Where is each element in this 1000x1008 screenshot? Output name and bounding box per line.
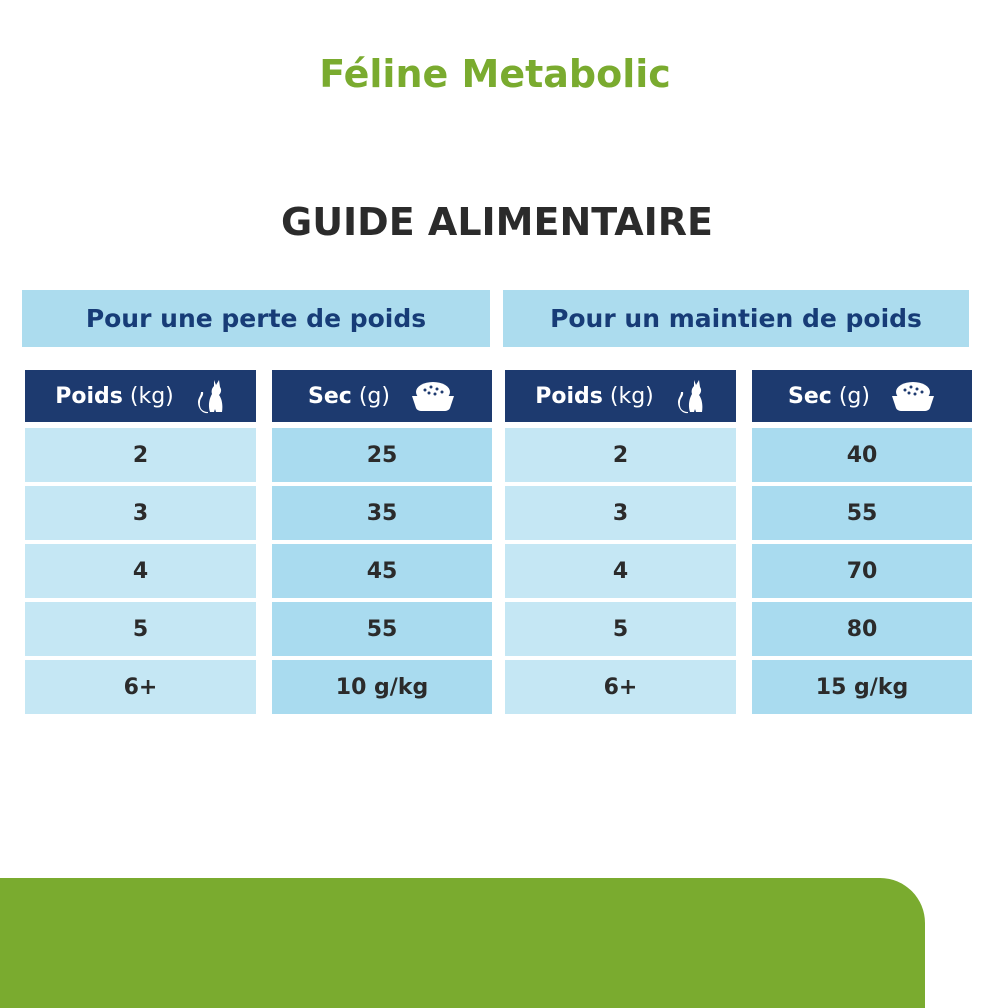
section-header: Pour un maintien de poids [503, 290, 969, 347]
cat-icon [194, 378, 226, 414]
table-cell: 70 [752, 544, 972, 598]
column-label: Sec [788, 383, 832, 409]
table-cell: 5 [505, 602, 736, 656]
table-cell: 40 [752, 428, 972, 482]
table-cell: 2 [25, 428, 256, 482]
table-cell: 5 [25, 602, 256, 656]
green-footer-band [0, 878, 925, 1008]
page-title: Féline Metabolic [319, 52, 671, 96]
food-bowl-icon [410, 380, 456, 412]
table-cell: 55 [272, 602, 492, 656]
column-unit: (g) [358, 383, 390, 409]
column-unit: (kg) [609, 383, 654, 409]
column-header: Poids (kg) [505, 370, 736, 422]
table-cell: 25 [272, 428, 492, 482]
table-cell: 80 [752, 602, 972, 656]
column-label: Poids [55, 383, 123, 409]
table-cell: 35 [272, 486, 492, 540]
table-cell: 6+ [25, 660, 256, 714]
cat-icon [674, 378, 706, 414]
column-header: Poids (kg) [25, 370, 256, 422]
column-label: Sec [308, 383, 352, 409]
column-header: Sec (g) [752, 370, 972, 422]
column-header: Sec (g) [272, 370, 492, 422]
table-cell: 3 [25, 486, 256, 540]
section-header: Pour une perte de poids [22, 290, 490, 347]
table-cell: 6+ [505, 660, 736, 714]
column-unit: (kg) [129, 383, 174, 409]
table-cell: 3 [505, 486, 736, 540]
column-unit: (g) [838, 383, 870, 409]
column-label: Poids [535, 383, 603, 409]
table-cell: 55 [752, 486, 972, 540]
table-cell: 10 g/kg [272, 660, 492, 714]
table-cell: 4 [25, 544, 256, 598]
table-cell: 15 g/kg [752, 660, 972, 714]
table-cell: 2 [505, 428, 736, 482]
guide-heading: GUIDE ALIMENTAIRE [281, 200, 713, 244]
table-cell: 45 [272, 544, 492, 598]
food-bowl-icon [890, 380, 936, 412]
table-cell: 4 [505, 544, 736, 598]
